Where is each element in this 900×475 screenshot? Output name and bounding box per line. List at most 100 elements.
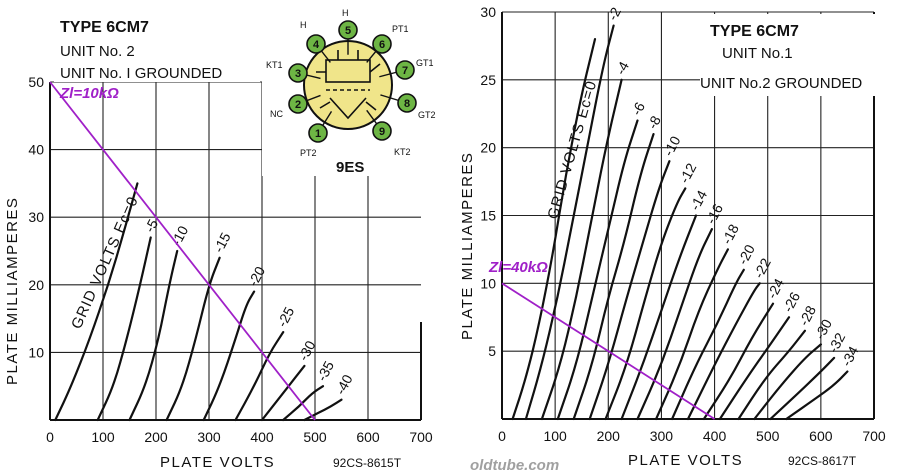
pin-name: GT1 xyxy=(416,58,434,68)
pin-9 xyxy=(372,121,392,141)
pin-number: 2 xyxy=(295,99,301,111)
x-tick-label: 100 xyxy=(91,429,115,445)
x-tick-label: 100 xyxy=(543,428,567,444)
x-tick-label: 300 xyxy=(197,429,221,445)
x-tick-label: 700 xyxy=(862,428,886,444)
pin-name: NC xyxy=(270,109,283,119)
left-title-backdrop xyxy=(54,10,260,82)
pin-number: 1 xyxy=(315,128,321,140)
curve-ec-m16 xyxy=(636,228,713,421)
y-tick-label: 10 xyxy=(480,275,496,291)
curve-ec-m30 xyxy=(753,343,822,421)
base-label: 9ES xyxy=(336,159,364,176)
curve-label: -10 xyxy=(660,133,684,159)
curve-label: -15 xyxy=(210,230,234,256)
curve-ec-m10 xyxy=(128,249,179,422)
x-tick-label: 700 xyxy=(409,429,433,445)
pin-name: H xyxy=(300,20,307,30)
curve-ec-m26 xyxy=(718,316,791,421)
curve-ec-m28 xyxy=(737,329,806,421)
curve-ec-m22 xyxy=(686,282,761,421)
pin-2 xyxy=(288,94,308,114)
watermark: oldtube.com xyxy=(470,457,559,474)
x-tick-label: 600 xyxy=(356,429,380,445)
pin-number: 5 xyxy=(345,25,351,37)
curve-ec-m40 xyxy=(303,398,343,422)
curve-ec-m35 xyxy=(282,385,325,422)
curve-label: -6 xyxy=(628,99,648,118)
right-chart-unit: UNIT No.1 xyxy=(722,45,793,62)
pin-number: 8 xyxy=(404,98,410,110)
x-tick-label: 300 xyxy=(650,428,674,444)
curve-ec-m34 xyxy=(785,370,849,421)
x-tick-label: 0 xyxy=(498,428,506,444)
pin-number: 4 xyxy=(313,39,320,51)
curve-ec-m12 xyxy=(604,187,687,421)
right-chart-xlabel: PLATE VOLTS xyxy=(628,452,743,469)
left-chart-title: TYPE 6CM7 xyxy=(60,19,149,36)
curve-label: -40 xyxy=(332,372,356,398)
pin-8 xyxy=(397,93,417,113)
x-tick-label: 0 xyxy=(46,429,54,445)
right-chart: 0 100 200 300 400 500 600 700 5 10 15 20 25 30 -2 -4 -6… xyxy=(459,4,886,469)
curve-label: -18 xyxy=(718,221,742,247)
curve-label: -4 xyxy=(612,59,632,78)
curve-ec-m8 xyxy=(572,133,655,421)
right-chart-tick-labels: 0 100 200 300 400 500 600 700 5 10 15 20 25 30 xyxy=(480,4,885,444)
right-grid-volts-label: GRID VOLTS Ec=0 xyxy=(545,78,601,221)
curve-ec-m18 xyxy=(655,248,729,421)
pin-name: KT2 xyxy=(394,147,411,157)
pin-number: 7 xyxy=(402,65,408,77)
x-tick-label: 500 xyxy=(756,428,780,444)
curve-ec-m4 xyxy=(540,78,623,421)
y-tick-label: 30 xyxy=(480,4,496,20)
y-tick-label: 15 xyxy=(480,208,496,224)
right-chart-curves xyxy=(511,24,849,421)
right-chart-ylabel: PLATE MILLIAMPERES xyxy=(459,152,476,340)
y-tick-label: 20 xyxy=(28,277,44,293)
left-chart-xlabel: PLATE VOLTS xyxy=(160,454,275,471)
tube-internal-elements xyxy=(316,50,381,120)
curve-ec-m6 xyxy=(556,119,639,421)
pin-name: GT2 xyxy=(418,110,436,120)
right-chart-title: TYPE 6CM7 xyxy=(710,23,799,40)
x-tick-label: 500 xyxy=(303,429,327,445)
curve-label: -22 xyxy=(750,255,774,281)
right-chart-load-line xyxy=(501,282,716,420)
left-chart-unit: UNIT No. 2 xyxy=(60,43,135,60)
curve-ec-m14 xyxy=(620,214,698,421)
y-tick-label: 10 xyxy=(28,344,44,360)
curve-ec-m20 xyxy=(671,268,745,421)
pin-7 xyxy=(395,60,415,80)
curve-ec-m30 xyxy=(260,364,306,422)
load-line xyxy=(49,81,316,421)
y-tick-label: 50 xyxy=(28,74,44,90)
y-tick-label: 5 xyxy=(488,343,496,359)
right-title-backdrop xyxy=(700,14,880,96)
x-tick-label: 200 xyxy=(144,429,168,445)
y-tick-label: 20 xyxy=(480,140,496,156)
x-tick-label: 400 xyxy=(703,428,727,444)
pin-3 xyxy=(288,63,308,83)
pin-name: H xyxy=(342,8,349,18)
curve-label: -12 xyxy=(676,160,700,186)
right-chart-code: 92CS-8617T xyxy=(788,454,857,468)
curve-ec-m32 xyxy=(769,356,836,421)
pin-5 xyxy=(338,20,358,40)
curve-label: -35 xyxy=(313,358,337,384)
right-load-line-label: Zl=40kΩ xyxy=(488,259,548,276)
y-tick-label: 25 xyxy=(480,72,496,88)
pin-name: PT2 xyxy=(300,148,317,158)
left-chart-curve-labels: -5 -10 -15-20-25-30-35-40 xyxy=(141,216,356,397)
load-line xyxy=(501,282,716,420)
curve-ec-m10 xyxy=(588,160,671,421)
curve-ec-m25 xyxy=(234,331,285,422)
left-chart-tick-labels: 0 100 200 300 400 500 600 700 10 20 30 40 50 xyxy=(28,74,432,445)
left-chart-code: 92CS-8615T xyxy=(333,456,402,470)
curve-ec-m24 xyxy=(702,302,775,421)
curve-ec-m15 xyxy=(165,256,221,422)
pin-number: 9 xyxy=(379,126,385,138)
